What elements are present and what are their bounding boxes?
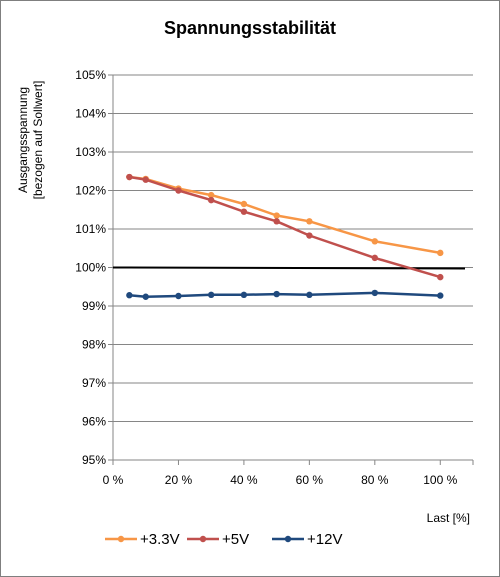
data-point-1-5 xyxy=(240,200,248,208)
legend-marker-2 xyxy=(199,535,207,543)
legend-item-2: +5V xyxy=(187,531,249,548)
x-tick-label-20: 20 % xyxy=(165,473,193,487)
x-tick-label-80: 80 % xyxy=(361,473,389,487)
legend: +3.3V +5V +12V xyxy=(105,531,342,548)
data-point-2-7 xyxy=(306,232,313,239)
series-1 xyxy=(126,173,444,257)
data-point-2-2 xyxy=(142,176,149,183)
x-tick-label-0: 0 % xyxy=(103,473,124,487)
y-tick-label-105: 105% xyxy=(75,68,106,82)
y-axis-label-line-2: [bezogen auf Sollwert] xyxy=(31,81,45,200)
x-tick-label-40: 40 % xyxy=(230,473,258,487)
data-point-3-5 xyxy=(240,291,248,299)
legend-item-3: +12V xyxy=(272,531,342,548)
y-tick-label-103: 103% xyxy=(75,145,106,159)
data-point-2-5 xyxy=(240,208,248,215)
data-point-2-6 xyxy=(273,218,280,225)
data-point-2-9 xyxy=(437,273,444,281)
y-tick-label-98: 98% xyxy=(82,338,106,352)
y-tick-label-101: 101% xyxy=(75,222,106,236)
y-tick-label-104: 104% xyxy=(75,107,106,121)
data-point-3-3 xyxy=(175,292,182,300)
series-2 xyxy=(126,173,444,281)
data-point-3-6 xyxy=(273,290,280,298)
x-tick-labels: 0 % 20 % 40 % 60 % 80 % 100 % xyxy=(103,473,458,487)
data-point-3-8 xyxy=(371,289,379,297)
data-point-1-4 xyxy=(207,191,215,199)
data-point-3-9 xyxy=(437,292,444,299)
legend-item-1: +3.3V xyxy=(105,531,180,548)
legend-label-2: +5V xyxy=(222,531,249,548)
y-tick-label-100: 100% xyxy=(75,261,106,275)
x-tick-label-100: 100 % xyxy=(423,473,457,487)
data-point-3-4 xyxy=(207,291,215,299)
data-point-2-1 xyxy=(126,173,133,181)
y-tick-label-97: 97% xyxy=(82,376,106,390)
data-point-2-4 xyxy=(207,196,215,204)
y-axis-label-line-1: Ausgangsspannung xyxy=(16,87,30,193)
data-point-2-3 xyxy=(175,187,182,194)
data-point-1-7 xyxy=(306,218,313,225)
data-point-1-6 xyxy=(273,212,280,219)
data-point-1-9 xyxy=(437,249,444,257)
data-point-3-2 xyxy=(142,293,149,300)
data-point-2-8 xyxy=(371,254,379,262)
legend-marker-3 xyxy=(284,535,292,543)
y-tick-label-99: 99% xyxy=(82,299,106,313)
y-tick-labels: 95% 96% 97% 98% 99% 100% 101% 102% 103% 104% 105% xyxy=(75,68,106,467)
y-tick-label-96: 96% xyxy=(82,415,106,429)
data-point-3-7 xyxy=(306,291,313,299)
data-point-3-1 xyxy=(126,292,133,299)
series-3 xyxy=(126,289,444,300)
y-tick-label-95: 95% xyxy=(82,453,106,467)
data-point-1-8 xyxy=(371,238,379,245)
chart-title: Spannungsstabilität xyxy=(164,18,336,38)
x-axis-label: Last [%] xyxy=(427,511,470,525)
y-axis-label: Ausgangsspannung [bezogen auf Sollwert] xyxy=(16,81,45,200)
y-tick-label-102: 102% xyxy=(75,184,106,198)
x-tick-label-60: 60 % xyxy=(296,473,324,487)
legend-label-1: +3.3V xyxy=(140,531,180,548)
series xyxy=(126,173,444,300)
grid-lines xyxy=(113,74,473,422)
legend-marker-1 xyxy=(117,535,125,543)
legend-label-3: +12V xyxy=(307,531,342,548)
